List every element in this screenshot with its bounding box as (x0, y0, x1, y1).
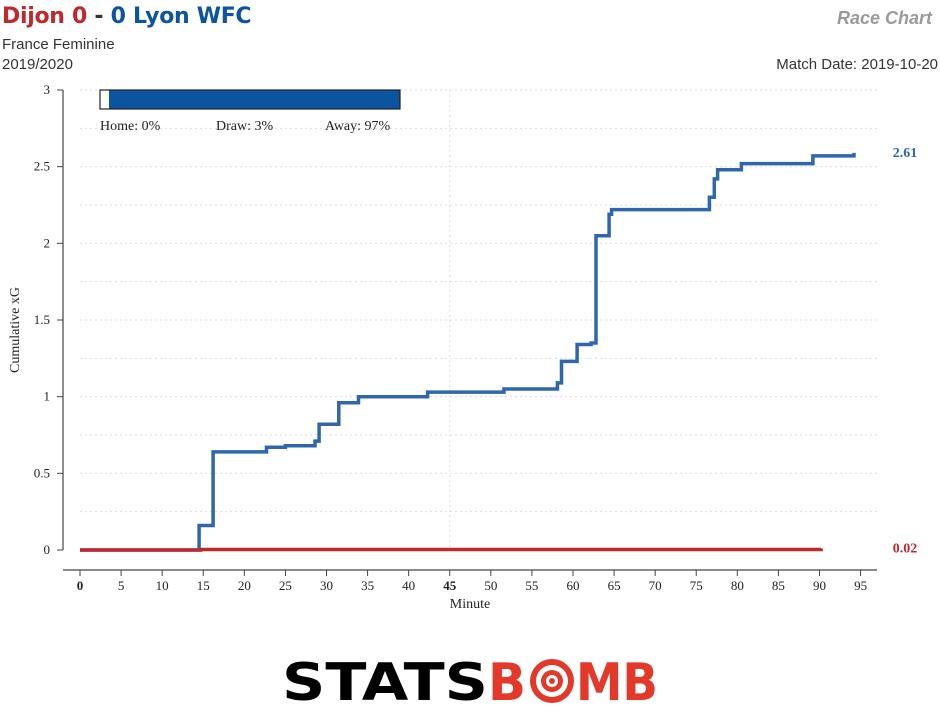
prob-home-label: Home: 0% (100, 119, 161, 134)
x-tick-label: 15 (197, 578, 210, 593)
x-tick-label: 80 (731, 578, 744, 593)
y-tick-label: 1 (44, 389, 51, 404)
x-tick-label: 75 (690, 578, 703, 593)
x-axis-label: Minute (450, 597, 490, 612)
x-tick-label: 10 (156, 578, 169, 593)
prob-draw-label: Draw: 3% (216, 119, 273, 134)
x-tick-label: 55 (525, 578, 538, 593)
prob-away-segment (109, 90, 400, 109)
away-xg-line (80, 152, 856, 552)
x-tick-label: 40 (402, 578, 415, 593)
home-final-xg-label: 0.02 (893, 541, 918, 556)
season: 2019/2020 (2, 56, 73, 73)
chart-grid (80, 89, 877, 550)
match-title: Dijon 0 - 0 Lyon WFC (2, 4, 252, 29)
y-tick-label: 0 (44, 542, 51, 557)
score-separator: - (94, 4, 104, 29)
y-tick-label: 1.5 (34, 312, 50, 327)
x-tick-label: 90 (813, 578, 826, 593)
logo-text-mb: MB (576, 653, 658, 708)
away-team: Lyon WFC (132, 4, 252, 29)
statsbomb-logo: STATS B MB (282, 653, 658, 708)
home-xg-line (80, 547, 823, 552)
chart-series: 2.61 0.02 (80, 146, 918, 556)
away-score: 0 (110, 4, 126, 29)
x-tick-label: 85 (772, 578, 785, 593)
y-tick-label: 0.5 (34, 465, 50, 480)
y-axis-label: Cumulative xG (8, 287, 23, 373)
chart-type-label: Race Chart (836, 8, 932, 28)
x-tick-label: 45 (443, 578, 457, 593)
x-tick-label: 65 (608, 578, 621, 593)
chart-axes: 0 5 10 15 20 25 30 35 40 45 50 55 60 65 70 75 80 85 90 95 0 0… (34, 82, 877, 593)
prob-away-label: Away: 97% (325, 119, 391, 134)
y-tick-label: 2.5 (34, 159, 50, 174)
win-probability-bar: Home: 0% Draw: 3% Away: 97% (99, 89, 401, 134)
x-tick-label: 20 (238, 578, 251, 593)
away-final-xg-label: 2.61 (893, 146, 918, 161)
home-score: 0 (71, 4, 87, 29)
competition-name: France Feminine (2, 36, 115, 53)
x-tick-label: 70 (649, 578, 662, 593)
y-tick-label: 2 (44, 235, 51, 250)
match-date: Match Date: 2019-10-20 (776, 56, 938, 73)
x-tick-label: 60 (566, 578, 579, 593)
x-tick-label: 95 (854, 578, 867, 593)
x-tick-label: 0 (77, 578, 84, 593)
x-tick-label: 25 (279, 578, 292, 593)
home-team: Dijon (2, 4, 65, 29)
logo-text-stats: STATS (282, 653, 488, 708)
x-tick-label: 5 (118, 578, 125, 593)
x-tick-label: 50 (484, 578, 497, 593)
y-tick-label: 3 (44, 82, 51, 97)
x-tick-label: 30 (320, 578, 333, 593)
logo-text-b: B (488, 653, 526, 708)
logo-target-icon (530, 659, 574, 703)
x-tick-label: 35 (361, 578, 374, 593)
prob-bar-frame (99, 89, 401, 110)
